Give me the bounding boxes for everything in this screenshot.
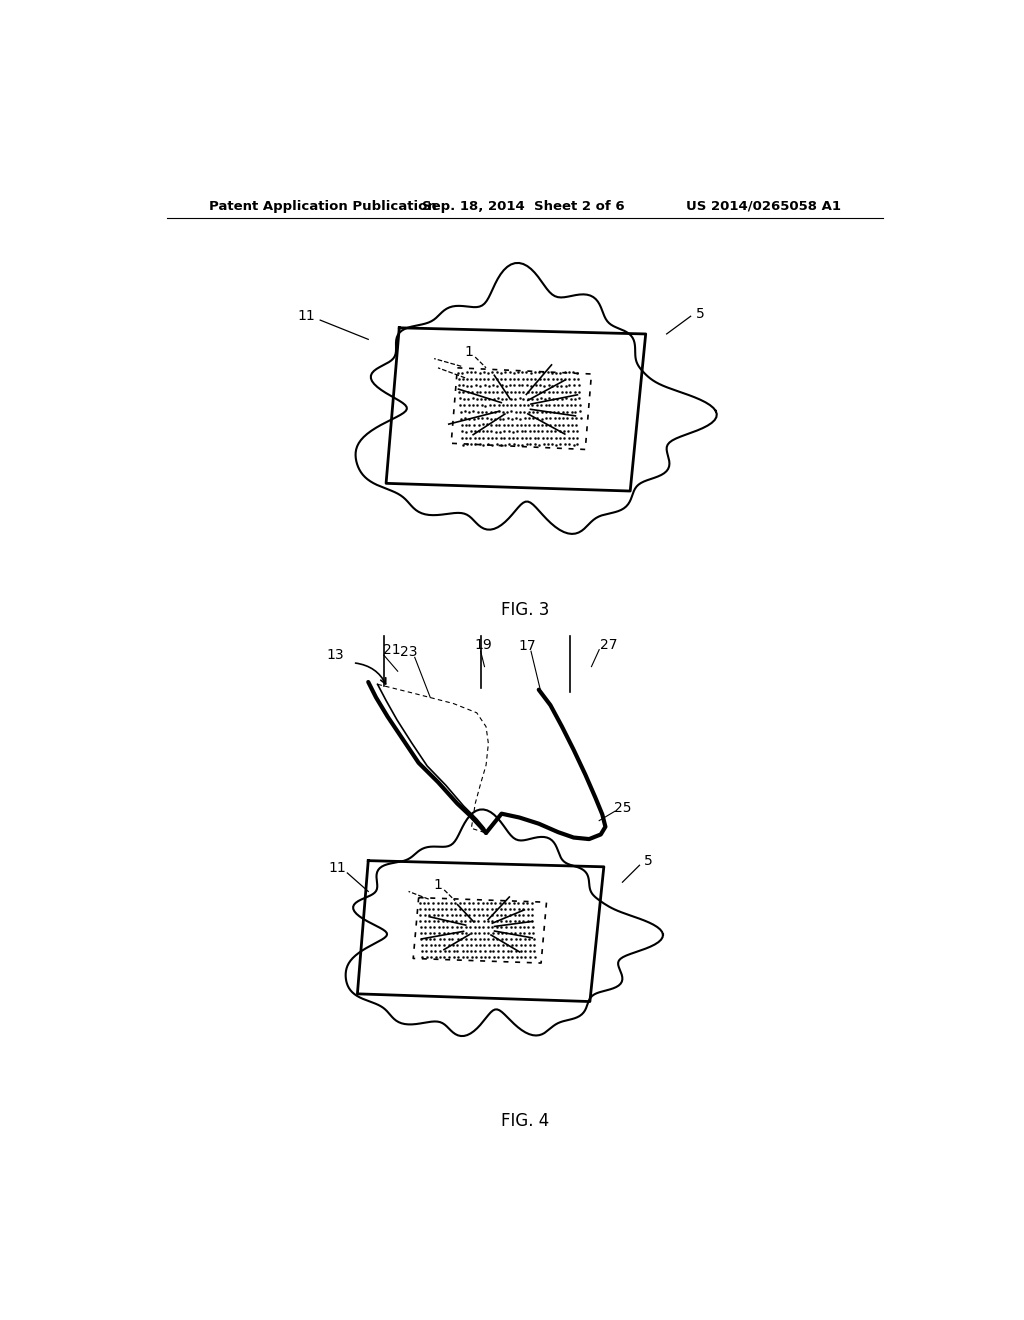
Text: FIG. 3: FIG. 3	[501, 601, 549, 619]
Text: 11: 11	[329, 862, 346, 875]
Text: 5: 5	[644, 854, 653, 869]
Text: 1: 1	[433, 878, 442, 891]
Text: 23: 23	[399, 645, 418, 659]
Text: 21: 21	[383, 643, 400, 656]
Text: 25: 25	[613, 800, 631, 814]
Text: 11: 11	[297, 309, 315, 323]
Text: US 2014/0265058 A1: US 2014/0265058 A1	[686, 199, 841, 213]
Text: 19: 19	[474, 638, 492, 652]
Text: 1: 1	[465, 346, 473, 359]
Text: FIG. 4: FIG. 4	[501, 1111, 549, 1130]
Text: 13: 13	[327, 648, 344, 663]
Text: 17: 17	[518, 639, 536, 653]
Text: 5: 5	[695, 308, 705, 321]
Text: Sep. 18, 2014  Sheet 2 of 6: Sep. 18, 2014 Sheet 2 of 6	[423, 199, 625, 213]
Text: 27: 27	[600, 638, 617, 652]
Text: Patent Application Publication: Patent Application Publication	[209, 199, 437, 213]
